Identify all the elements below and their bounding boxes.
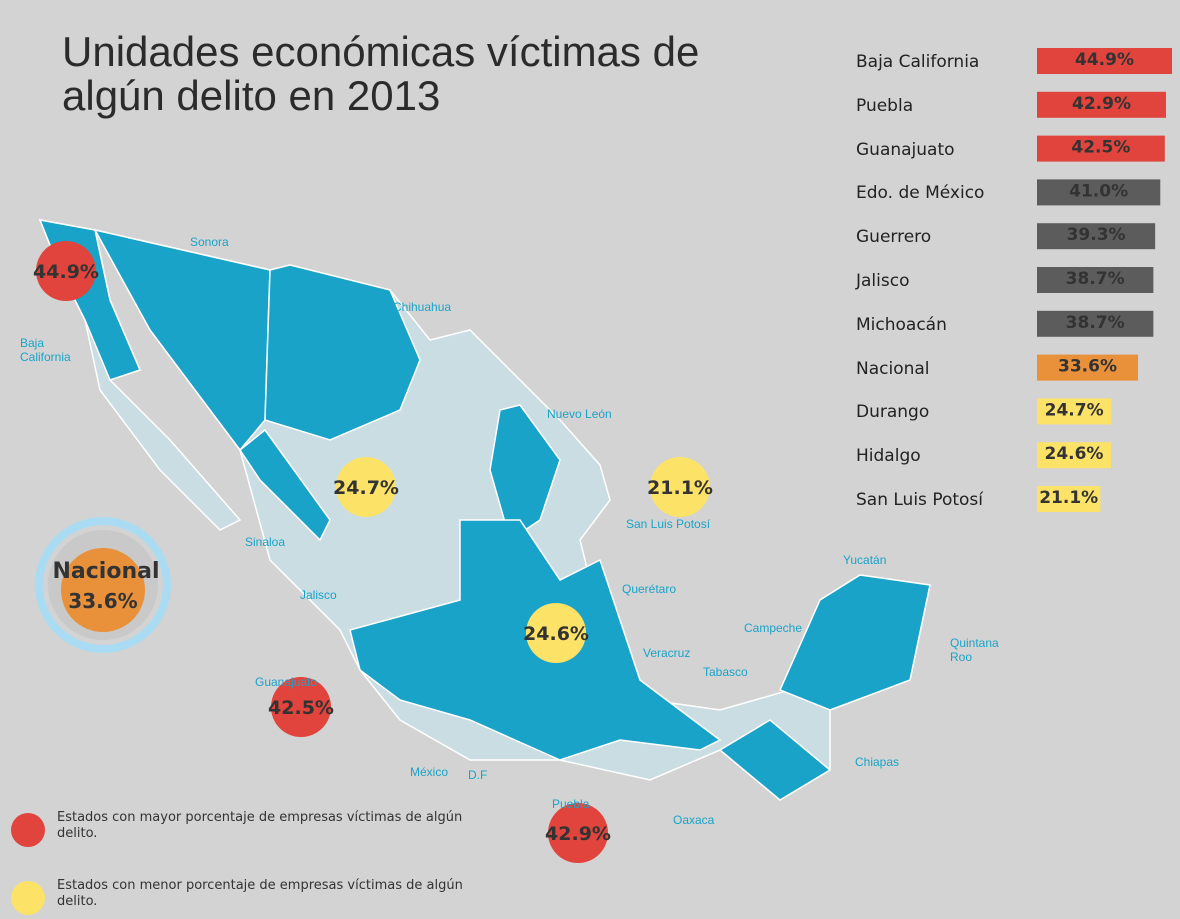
bar [1037,398,1112,425]
category-label: Durango [856,402,930,423]
value-label: 24.7% [1045,400,1104,420]
legend-text: Estados con menor porcentaje de empresas… [57,878,463,909]
state-label: Tabasco [703,665,748,679]
value-label: 44.9% [1075,50,1134,70]
bar [1037,310,1154,337]
marker-label: 42.5% [268,697,334,719]
legend-text: Estados con mayor porcentaje de empresas… [57,810,463,841]
chihuahua [264,264,421,441]
legend-swatch [11,813,45,847]
marker-label: 24.6% [523,623,589,645]
value-label: 21.1% [1039,488,1098,508]
state-label: Guanajuato [255,675,318,689]
bar [1037,486,1101,512]
category-label: Hidalgo [856,446,921,467]
category-label: San Luis Potosí [856,490,984,510]
marker-label: 42.9% [545,823,611,845]
sonora [93,228,271,452]
category-label: Nacional [856,358,930,379]
state-label: Campeche [744,621,803,635]
bar [1037,267,1154,293]
marker [36,241,96,301]
value-label: 38.7% [1066,313,1125,333]
value-label: 42.5% [1071,138,1130,158]
state-label: Quintana Roo [950,636,999,664]
category-label: Baja California [856,52,980,72]
bar [1037,48,1172,74]
state-label: Sinaloa [245,535,286,549]
value-label: 24.6% [1044,444,1103,464]
nuevo-leon [489,404,561,542]
state-label: Nuevo León [547,407,612,421]
category-label: Puebla [856,95,914,116]
bar [1037,223,1156,250]
state-label: Veracruz [643,646,691,660]
national-ring [35,517,171,653]
state-label: Yucatán [843,553,887,567]
bar [1037,91,1166,118]
bar [1037,179,1161,206]
state-label: Baja California [20,336,71,364]
value-label: 39.3% [1067,225,1126,245]
legend-swatch [11,881,45,915]
bar [1037,354,1139,381]
marker [650,457,710,517]
state-label: San Luis Potosí [626,517,711,531]
yucatan-peninsula [778,574,931,711]
chiapas [718,719,832,801]
national-marker [61,548,145,632]
category-label: Jalisco [856,271,910,291]
bar [1037,442,1111,469]
state-label: D.F [468,768,488,782]
value-label: 33.6% [1058,357,1117,377]
bar [1037,135,1165,162]
state-label: México [410,765,449,779]
marker [336,457,396,517]
state-label: Jalisco [300,588,337,602]
marker [526,603,586,663]
national-value: 33.6% [68,589,137,613]
marker-label: 24.7% [333,477,399,499]
state-label: Sonora [190,235,229,249]
value-label: 41.0% [1069,181,1128,201]
marker-label: 21.1% [647,477,713,499]
state-label: Chiapas [855,755,900,769]
category-label: Michoacán [856,314,947,335]
sinaloa [238,428,331,542]
state-label: Chihuahua [393,300,452,314]
state-label: Querétaro [622,582,677,596]
marker [548,803,608,863]
marker [271,677,331,737]
category-label: Guerrero [856,227,932,248]
category-label: Edo. de México [856,183,985,204]
state-label: Oaxaca [673,813,715,827]
category-label: Guanajuato [856,139,955,160]
marker-label: 44.9% [33,261,99,283]
state-label: Puebla [552,797,590,811]
value-label: 38.7% [1066,269,1125,289]
title: Unidades económicas víctimas de algún de… [62,28,700,119]
national-name: Nacional [52,559,159,584]
value-label: 42.9% [1072,94,1131,114]
